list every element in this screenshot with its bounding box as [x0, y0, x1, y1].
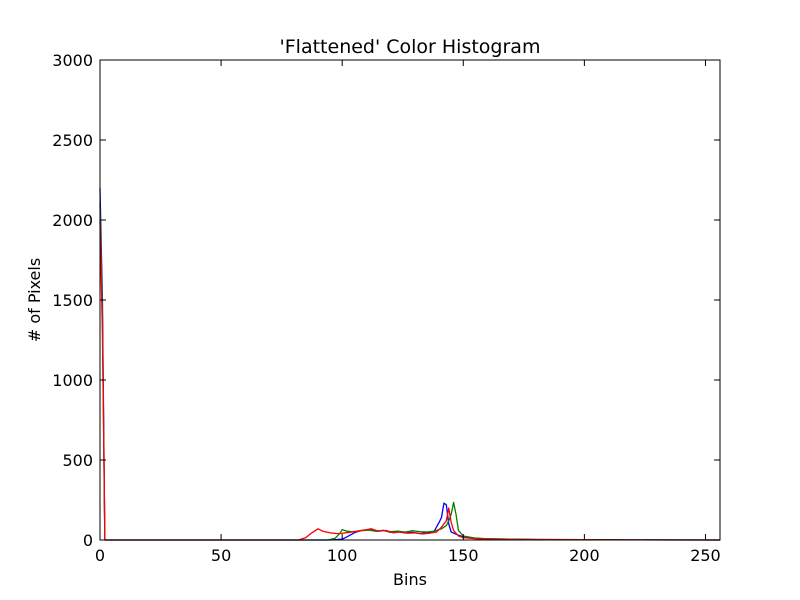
x-tick-label-2: 100 [327, 546, 358, 565]
x-tick-label-0: 0 [95, 546, 105, 565]
x-axis-label: Bins [393, 570, 427, 589]
x-tick-label-3: 150 [448, 546, 479, 565]
series-line-2 [99, 219, 721, 541]
x-tick-label-4: 200 [569, 546, 600, 565]
series-layer [99, 187, 721, 541]
plot-frame [99, 59, 721, 541]
chart-title: 'Flattened' Color Histogram [280, 36, 541, 58]
x-tick-label-1: 50 [211, 546, 231, 565]
y-tick-label-5: 2500 [52, 131, 93, 150]
y-tick-label-6: 3000 [52, 51, 93, 70]
y-tick-label-1: 500 [62, 451, 93, 470]
y-tick-label-0: 0 [83, 531, 93, 550]
y-tick-label-3: 1500 [52, 291, 93, 310]
y-tick-label-2: 1000 [52, 371, 93, 390]
x-tick-label-5: 250 [690, 546, 721, 565]
y-tick-label-4: 2000 [52, 211, 93, 230]
y-axis-label: # of Pixels [25, 258, 44, 342]
